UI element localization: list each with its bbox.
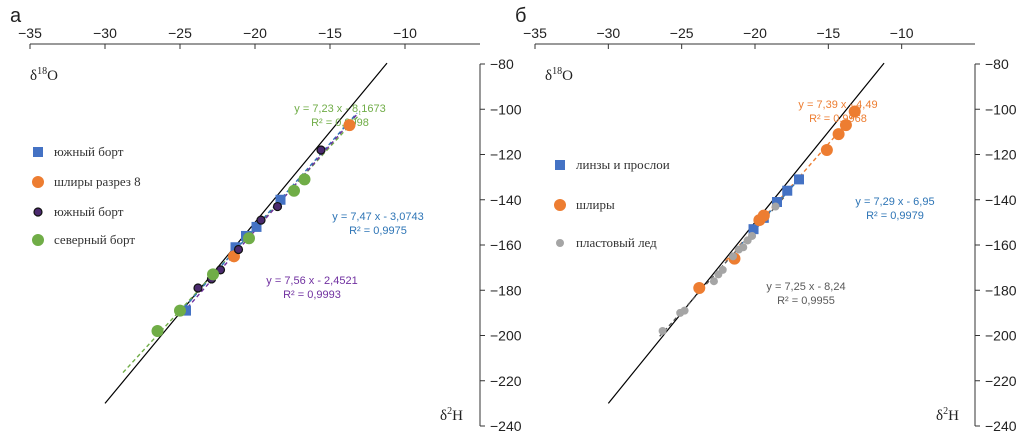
data-point xyxy=(794,174,804,185)
trendline-equation: y = 7,39 x - 4,49 xyxy=(798,99,877,111)
data-point xyxy=(748,231,757,240)
x-tick-label: −30 xyxy=(93,25,117,41)
x-tick-label: −25 xyxy=(168,25,192,41)
y-tick-label: −180 xyxy=(490,282,522,298)
data-point xyxy=(233,244,244,255)
legend-label: южный борт xyxy=(54,144,124,159)
legend-label: северный борт xyxy=(54,232,135,247)
legend-marker xyxy=(32,176,44,188)
data-point xyxy=(288,184,300,197)
data-point xyxy=(174,304,186,317)
y-tick-label: −200 xyxy=(985,328,1017,344)
data-point xyxy=(680,306,689,315)
y-tick-label: −140 xyxy=(985,192,1017,208)
data-point xyxy=(839,119,852,132)
x-tick-label: −10 xyxy=(890,25,914,41)
data-point xyxy=(820,143,833,156)
chart-panel-1: а−35 −30 −25 −20 −15 −10 −80 −100 −120 −140 −160 −1… xyxy=(10,5,522,434)
y-tick-label: −220 xyxy=(490,373,522,389)
data-point xyxy=(757,209,770,222)
trendline-equation: y = 7,56 x - 2,4521 xyxy=(266,275,357,287)
legend-marker xyxy=(555,160,565,170)
legend-marker xyxy=(554,199,566,211)
legend-label: линзы и прослои xyxy=(576,157,670,172)
trendline-equation: y = 7,23 x - 8,1673 xyxy=(294,103,385,115)
y-axis-title: δ2H xyxy=(440,406,463,424)
data-point xyxy=(772,197,782,208)
x-tick-label: −25 xyxy=(670,25,694,41)
data-point xyxy=(298,173,311,186)
data-point xyxy=(272,201,283,212)
y-tick-label: −140 xyxy=(490,192,522,208)
x-tick-label: −15 xyxy=(318,25,342,41)
data-point xyxy=(771,202,780,211)
legend-marker xyxy=(32,234,44,246)
y-tick-label: −180 xyxy=(985,282,1017,298)
data-point xyxy=(151,324,164,337)
legend-marker xyxy=(33,147,43,157)
data-point xyxy=(782,185,793,196)
trendline-equation: y = 7,47 x - 3,0743 xyxy=(332,211,423,223)
x-tick-label: −35 xyxy=(18,25,42,41)
chart-panel-2: б−35 −30 −25 −20 −15 −10 −80 −100 −120 −140 −160 −1… xyxy=(515,5,1017,434)
x-tick-label: −15 xyxy=(816,25,840,41)
data-point xyxy=(256,215,266,225)
data-point xyxy=(718,265,727,274)
y-tick-label: −100 xyxy=(490,101,522,117)
y-tick-label: −120 xyxy=(490,147,522,163)
data-point xyxy=(729,252,737,261)
x-tick-label: −20 xyxy=(243,25,267,41)
trendline-r2: R² = 0,9975 xyxy=(349,225,407,237)
x-axis-title: δ18O xyxy=(545,66,573,84)
data-point xyxy=(193,283,203,293)
data-point xyxy=(658,326,667,335)
trendline-equation: y = 7,25 x - 8,24 xyxy=(766,281,845,293)
y-tick-label: −200 xyxy=(490,328,522,344)
data-point xyxy=(693,281,706,294)
panel-label: б xyxy=(515,5,526,27)
data-point xyxy=(275,194,286,205)
x-tick-label: −20 xyxy=(743,25,767,41)
trendline-r2: R² = 0,9955 xyxy=(777,295,835,307)
x-axis-title: δ18O xyxy=(30,66,58,84)
data-point xyxy=(848,105,861,118)
legend-marker xyxy=(556,239,564,247)
trendline-r2: R² = 0,9998 xyxy=(311,117,369,129)
data-point xyxy=(243,232,255,245)
data-point xyxy=(832,128,845,141)
legend-label: шлиры xyxy=(576,197,615,212)
y-tick-label: −80 xyxy=(490,56,514,72)
y-tick-label: −240 xyxy=(490,418,522,434)
y-tick-label: −240 xyxy=(985,418,1017,434)
y-tick-label: −100 xyxy=(985,101,1017,117)
x-tick-label: −10 xyxy=(393,25,417,41)
y-axis-title: δ2H xyxy=(936,406,959,424)
y-tick-label: −160 xyxy=(490,237,522,253)
panel-label: а xyxy=(10,5,22,27)
legend-label: шлиры разрез 8 xyxy=(54,174,141,189)
data-point xyxy=(207,268,219,281)
trendline-equation: y = 7,29 x - 6,95 xyxy=(855,196,934,208)
legend-label: пластовый лед xyxy=(576,235,657,250)
data-point xyxy=(748,224,759,235)
legend-marker xyxy=(33,207,43,217)
x-tick-label: −35 xyxy=(523,25,547,41)
data-point xyxy=(251,221,262,232)
y-tick-label: −120 xyxy=(985,147,1017,163)
gmwl-line xyxy=(607,62,885,404)
y-tick-label: −80 xyxy=(985,56,1009,72)
trendline-r2: R² = 0,9993 xyxy=(283,289,341,301)
data-point xyxy=(739,243,748,252)
x-tick-label: −30 xyxy=(596,25,620,41)
trendline-r2: R² = 0,9979 xyxy=(866,210,924,222)
y-tick-label: −220 xyxy=(985,373,1017,389)
data-point xyxy=(709,277,718,286)
legend-label: южный борт xyxy=(54,204,124,219)
data-point xyxy=(343,119,356,132)
data-point xyxy=(316,145,326,155)
y-tick-label: −160 xyxy=(985,237,1017,253)
